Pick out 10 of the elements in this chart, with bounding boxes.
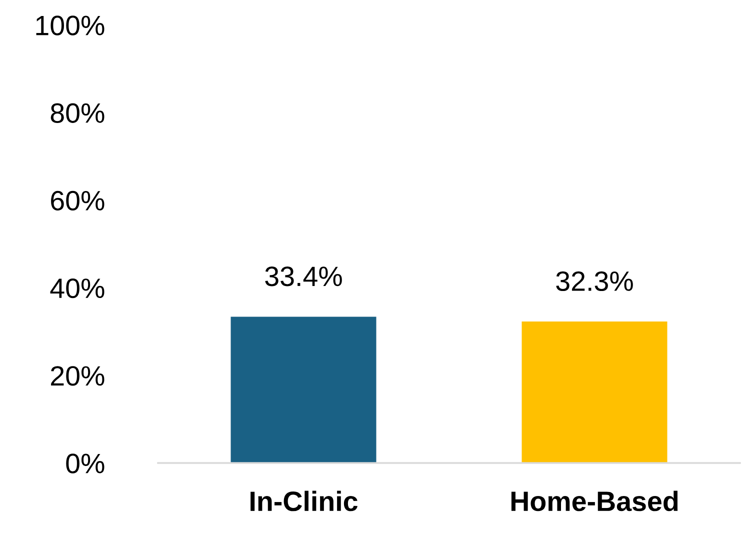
x-tick-label: In-Clinic (250, 490, 358, 512)
y-tick-label: 100% (36, 16, 104, 36)
data-label: 33.4% (265, 266, 342, 286)
y-tick-label: 20% (51, 366, 104, 386)
y-tick-label: 60% (51, 190, 104, 211)
y-tick-label: 0% (66, 454, 104, 474)
y-tick-label: 80% (50, 103, 104, 123)
y-tick-label: 40% (50, 278, 104, 298)
x-tick-label: Home-Based (511, 490, 678, 512)
data-label: 32.3% (556, 271, 633, 292)
